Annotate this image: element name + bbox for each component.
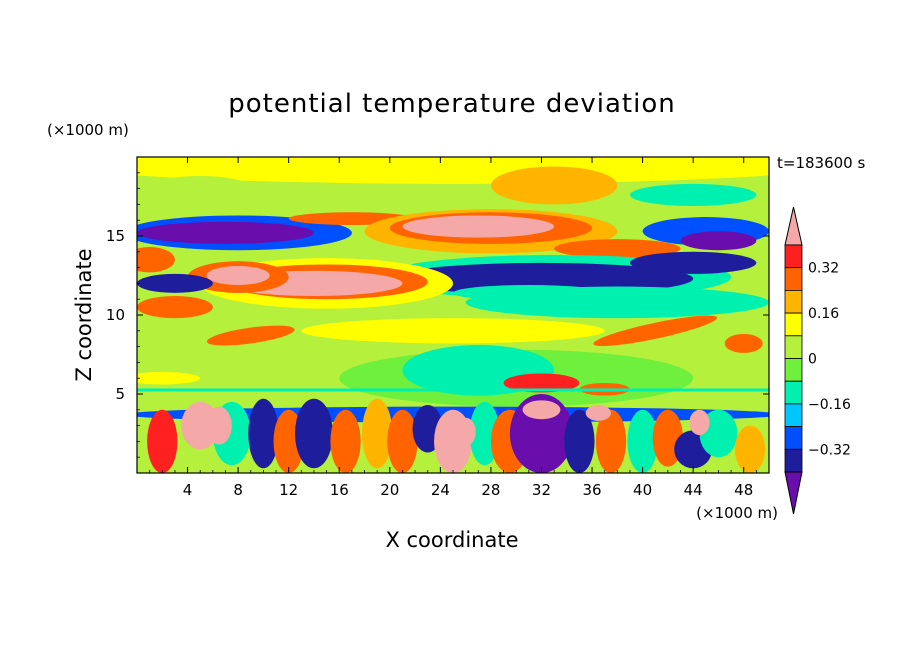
colorbar-label-4: −0.32	[808, 442, 851, 458]
colorbar-label-2: 0	[808, 352, 817, 368]
field-blob-30	[724, 333, 763, 353]
colorbar-box-3	[784, 312, 803, 337]
x-tick-label-8: 36	[582, 481, 601, 499]
colorbar-label-0: 0.32	[808, 261, 839, 277]
x-tick-label-5: 24	[431, 481, 450, 499]
field-blob-60	[455, 417, 476, 447]
field-blob-0	[137, 157, 769, 184]
field-blob-43	[295, 398, 333, 469]
field-blob-41	[248, 398, 279, 469]
y-tick-label-1: 10	[106, 306, 125, 324]
field-blob-52	[564, 409, 595, 473]
field-blob-61	[689, 409, 710, 436]
y-tick-label-0: 5	[115, 385, 125, 403]
field-blob-2	[516, 174, 593, 197]
x-tick-label-10: 44	[684, 481, 703, 499]
colorbar-box-8	[784, 426, 803, 450]
field-blob-36	[137, 371, 201, 385]
colorbar-box-0	[784, 244, 803, 269]
field-blob-46	[387, 409, 418, 473]
x-tick-label-7: 32	[532, 481, 551, 499]
contour-field	[137, 157, 769, 473]
colorbar-label-3: −0.16	[808, 397, 851, 413]
x-axis-ticks: 4 8 12 16 20 24 28 32 36 40 44 48	[149, 157, 757, 499]
field-blob-28	[206, 325, 295, 346]
field-blob-17	[629, 251, 757, 274]
colorbar-box-5	[784, 358, 803, 382]
colorbar-box-9	[784, 448, 803, 473]
field-blob-44	[330, 409, 361, 473]
x-tick-label-0: 4	[183, 481, 193, 499]
field-blob-5	[149, 175, 251, 202]
x-tick-label-4: 20	[380, 481, 399, 499]
field-blob-63	[585, 405, 611, 421]
y-tick-label-2: 15	[106, 227, 125, 245]
field-blob-4	[629, 183, 757, 206]
colorbar-max-triangle	[784, 206, 803, 246]
field-blob-29	[593, 315, 718, 347]
field-blob-27	[137, 296, 213, 319]
colorbar: 0.32 0.16 0 −0.16 −0.32	[784, 206, 851, 515]
field-blob-9	[680, 231, 757, 251]
colorbar-box-1	[784, 267, 803, 291]
colorbar-box-6	[784, 380, 803, 405]
field-blob-53	[595, 409, 627, 473]
field-blob-38	[147, 409, 178, 473]
field-blob-3	[250, 182, 378, 202]
field-blob-23	[137, 273, 213, 293]
x-tick-label-11: 48	[734, 481, 753, 499]
field-blob-31	[301, 318, 605, 344]
x-axis-label: X coordinate	[385, 528, 518, 552]
field-blob-7	[137, 221, 314, 244]
field-blob-62	[522, 400, 561, 420]
colorbar-box-7	[784, 403, 803, 427]
field-blob-22	[206, 266, 270, 285]
field-blob-13	[402, 215, 555, 238]
x-tick-label-6: 28	[481, 481, 500, 499]
field-blob-59	[206, 406, 232, 445]
field-blob-24	[137, 247, 175, 273]
field-blob-54	[627, 409, 658, 473]
field-blob-26	[453, 284, 605, 301]
y-axis-label: Z coordinate	[72, 248, 96, 381]
chart-title: potential temperature deviation	[228, 89, 675, 119]
field-blob-58	[734, 425, 766, 473]
colorbar-min-triangle	[784, 471, 803, 515]
colorbar-label-1: 0.16	[808, 306, 839, 322]
x-tick-label-1: 8	[233, 481, 243, 499]
colorbar-box-4	[784, 335, 803, 359]
field-line-5km	[137, 388, 769, 392]
field-blob-45	[361, 398, 393, 469]
y-unit-label: (×1000 m)	[47, 121, 129, 139]
x-tick-label-9: 40	[633, 481, 652, 499]
field-blob-14	[554, 239, 681, 259]
y-axis-ticks: 5 10 15	[106, 172, 769, 458]
time-label: t=183600 s	[777, 154, 865, 172]
x-unit-label: (×1000 m)	[696, 504, 778, 522]
colorbar-box-2	[784, 289, 803, 314]
x-tick-label-2: 12	[279, 481, 298, 499]
x-tick-label-3: 16	[330, 481, 349, 499]
field-blob-34	[503, 373, 580, 393]
